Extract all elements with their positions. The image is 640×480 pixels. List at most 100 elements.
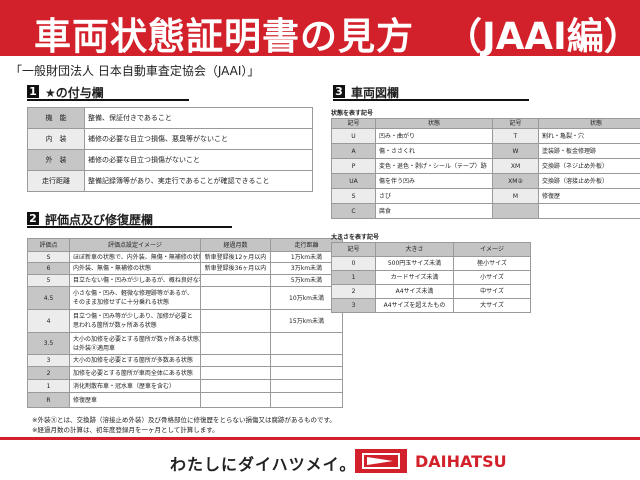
score: S [27, 251, 70, 263]
column-header: イメージ [453, 242, 531, 257]
page-subtitle: （JAAI編） [445, 15, 640, 58]
table-row: 4 目立つ傷・凹み等が少しあり、加修が必要と 思われる箇所が数ヶ所ある状態 15万k… [27, 309, 343, 333]
header-row: 記号 大きさ イメージ [331, 242, 531, 257]
symbol: T [492, 128, 539, 144]
table-row: 5 目立たない傷・凹みが少しあるが、概ね良好な状態 5万km未満 [27, 274, 343, 287]
mileage: 10万km未満 [270, 286, 343, 310]
description: 大小の加修を必要とする箇所が数ヶ所ある状態又 は外装Ⓧ適用車 [69, 332, 201, 355]
table-row: 1 カードサイズ未満 小サイズ [331, 270, 531, 285]
table-row: R 修復歴車 [27, 392, 343, 408]
description: 加修を必要とする箇所が車両全体にある状態 [69, 366, 201, 380]
condition: 腐食 [375, 203, 493, 219]
condition: 変色・退色・剥げ・シール（テープ）跡 [375, 158, 493, 174]
symbol: A [331, 143, 376, 159]
symbol: XM [492, 158, 539, 174]
row-text: 補修の必要な目立つ損傷がないこと [84, 149, 313, 171]
elapsed-months: 新車登録後12ヶ月以内 [200, 251, 271, 263]
elapsed-months [200, 366, 271, 380]
image: 中サイズ [453, 284, 531, 299]
symbol: 2 [331, 284, 376, 299]
header-row: 評価点 評価点設定イメージ 経過月数 走行距離 [27, 238, 343, 252]
table-row: P 変色・退色・剥げ・シール（テープ）跡 XM 交換跡（ネジ止め外板） [331, 158, 640, 174]
description: 修復歴車 [69, 392, 201, 408]
row-text: 補修の必要な目立つ損傷、悪臭等がないこと [84, 128, 313, 150]
section2-title: 評価点及び修復歴欄 [45, 213, 154, 227]
column-header: 状態 [375, 118, 493, 129]
elapsed-months [200, 286, 271, 310]
footnote: ※外装Ⓧとは、交換跡（溶接止め外装）及び骨格部位に修復歴をとらない損傷又は腐跡が… [32, 416, 336, 424]
row-text: 整備記録簿等があり、実走行であることが確認できること [84, 170, 313, 192]
header-row: 記号 状態 記号 状態 [331, 118, 640, 129]
description: 小さな傷・凹み、軽微な修理跡等があるが、 そのまま加修せずに十分乗れる状態 [69, 286, 201, 310]
size-symbols-title: 大きさを表す記号 [331, 234, 380, 241]
mileage [270, 366, 343, 380]
column-header: 評価点設定イメージ [69, 238, 201, 252]
daihatsu-logo-icon [355, 449, 407, 473]
table-row: 0 500円玉サイズ未満 極小サイズ [331, 256, 531, 271]
section2-heading: 2 評価点及び修復歴欄 [27, 212, 232, 228]
section3-heading: 3 車両図欄 [333, 85, 529, 101]
column-header: 記号 [492, 118, 539, 129]
condition: 割れ・亀裂・穴 [538, 128, 640, 144]
condition: 塗装跡・板金修理跡 [538, 143, 640, 159]
table-row: U 凹み・曲がり T 割れ・亀裂・穴 [331, 128, 640, 144]
table-row: 2 加修を必要とする箇所が車両全体にある状態 [27, 366, 343, 380]
table-row: 3 A4サイズを超えたもの 大サイズ [331, 298, 531, 313]
condition: 修復歴 [538, 188, 640, 204]
score: 2 [27, 366, 70, 380]
elapsed-months: 新車登録後36ヶ月以内 [200, 262, 271, 275]
symbol: 1 [331, 270, 376, 285]
size-symbols-table: 記号 大きさ イメージ 0 500円玉サイズ未満 極小サイズ 1 カードサイズ未満 小サイズ 2 A… [331, 242, 531, 313]
condition-symbols-table: 記号 状態 記号 状態 U 凹み・曲がり T 割れ・亀裂・穴 A 傷・ささくれ W 塗装跡・板金修理跡… [331, 118, 640, 219]
section2-number: 2 [27, 212, 39, 225]
table-row: 機 能整備、保証付きであること [27, 107, 313, 129]
symbol: 3 [331, 298, 376, 313]
table-row: 1 消化剤散布車・冠水車（歴車を含む） [27, 379, 343, 393]
section1-number: 1 [27, 85, 39, 98]
score: 4.5 [27, 286, 70, 310]
page-title: 車両状態証明書の見方 [34, 15, 414, 58]
condition-symbols-title: 状態を表す記号 [331, 110, 374, 117]
score: 3 [27, 354, 70, 367]
table-row: C 腐食 [331, 203, 640, 219]
score: 4 [27, 309, 70, 333]
description: 目立つ傷・凹み等が少しあり、加修が必要と 思われる箇所が数ヶ所ある状態 [69, 309, 201, 333]
table-row: 外 装補修の必要な目立つ損傷がないこと [27, 149, 313, 171]
row-label: 走行距離 [27, 170, 85, 192]
description: 目立たない傷・凹みが少しあるが、概ね良好な状態 [69, 274, 201, 287]
elapsed-months [200, 332, 271, 355]
elapsed-months [200, 309, 271, 333]
symbol: U [331, 128, 376, 144]
symbol: P [331, 158, 376, 174]
condition: 凹み・曲がり [375, 128, 493, 144]
row-label: 機 能 [27, 107, 85, 129]
evaluation-score-table: 評価点 評価点設定イメージ 経過月数 走行距離 S ほぼ新車の状態で、内外装、無傷・無補修… [27, 238, 343, 408]
mileage [270, 354, 343, 367]
condition: 交換跡（ネジ止め外板） [538, 158, 640, 174]
condition: さび [375, 188, 493, 204]
star-criteria-table: 機 能整備、保証付きであること内 装補修の必要な目立つ損傷、悪臭等がないこと外 … [27, 107, 313, 192]
footnotes: ※外装Ⓧとは、交換跡（溶接止め外装）及び骨格部位に修復歴をとらない損傷又は腐跡が… [32, 415, 336, 435]
description: 消化剤散布車・冠水車（歴車を含む） [69, 379, 201, 393]
mileage: 15万km未満 [270, 309, 343, 333]
section1-heading: 1 ★の付与欄 [27, 85, 189, 101]
symbol: 0 [331, 256, 376, 271]
table-row: 内 装補修の必要な目立つ損傷、悪臭等がないこと [27, 128, 313, 150]
column-header: 記号 [331, 118, 376, 129]
slogan-logo: わたしにダイハツメイ。 [170, 455, 357, 474]
symbol: W [492, 143, 539, 159]
row-label: 内 装 [27, 128, 85, 150]
section3-number: 3 [333, 85, 345, 98]
condition: 傷を伴う凹み [375, 173, 493, 189]
table-row: A 傷・ささくれ W 塗装跡・板金修理跡 [331, 143, 640, 159]
symbol [492, 203, 539, 219]
score: 5 [27, 274, 70, 287]
organization-name: 「一般財団法人 日本自動車査定協会（JAAI）」 [10, 64, 260, 78]
description: 大小の加修を必要とする箇所が多数ある状態 [69, 354, 201, 367]
symbol: UA [331, 173, 376, 189]
size: A4サイズを超えたもの [375, 298, 454, 313]
condition: 傷・ささくれ [375, 143, 493, 159]
image: 大サイズ [453, 298, 531, 313]
condition: 交換跡（溶接止め外板） [538, 173, 640, 189]
score: R [27, 392, 70, 408]
